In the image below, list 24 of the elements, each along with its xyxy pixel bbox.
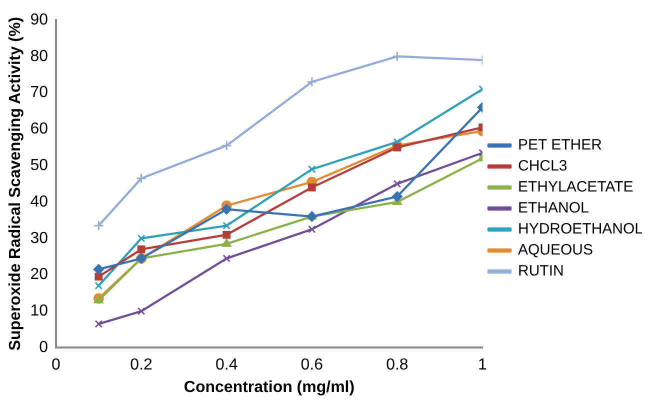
y-tick-label: 70: [30, 84, 48, 102]
y-tick-label: 40: [30, 193, 48, 210]
legend-label: PET ETHER: [518, 136, 602, 154]
legend-label: ETHANOL: [518, 200, 589, 217]
legend-label: CHCL3: [518, 158, 568, 175]
y-tick-label: 60: [30, 120, 48, 138]
y-tick-label: 0: [39, 339, 48, 356]
legend-label: RUTIN: [518, 262, 564, 280]
y-tick-label: 90: [30, 11, 48, 28]
legend-label: ETHYLACETATE: [518, 178, 634, 196]
x-tick-label: 0.2: [130, 356, 153, 374]
x-tick-label: 0.4: [215, 356, 238, 374]
x-tick-label: 0.8: [386, 356, 408, 374]
y-tick-label: 10: [30, 302, 48, 320]
y-axis-title: Superoxide Radical Scavenging Activity (%): [7, 16, 24, 351]
y-tick-label: 30: [30, 230, 48, 247]
y-tick-label: 50: [30, 157, 48, 174]
x-tick-label: 1: [478, 356, 488, 374]
y-tick-label: 80: [30, 48, 48, 65]
y-tick-label: 20: [30, 266, 48, 284]
x-axis-title: Concentration (mg/ml): [184, 378, 355, 396]
legend-label: AQUEOUS: [518, 242, 594, 259]
x-tick-label: 0: [52, 356, 61, 374]
x-tick-label: 0.6: [300, 356, 324, 374]
